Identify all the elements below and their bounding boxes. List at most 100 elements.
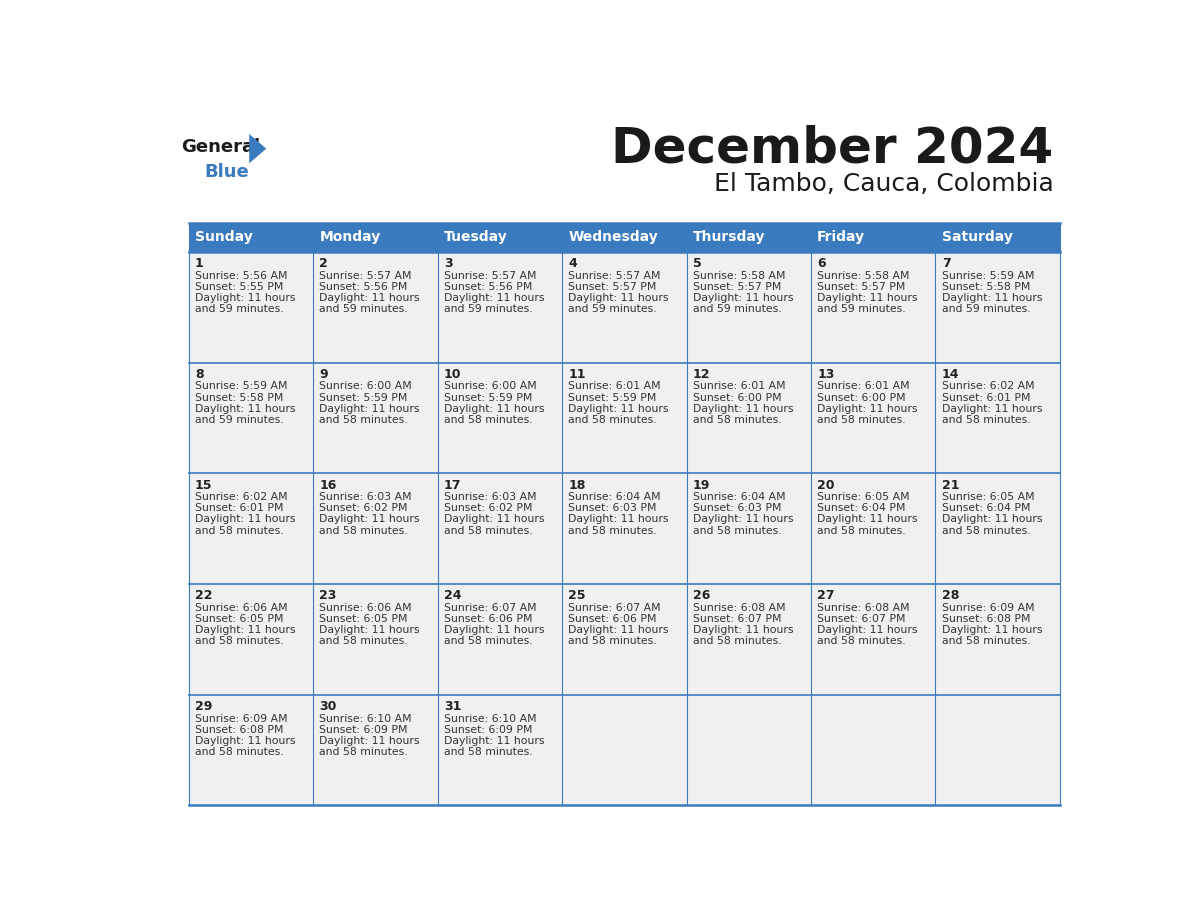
Text: 12: 12	[693, 368, 710, 381]
Text: Sunset: 6:04 PM: Sunset: 6:04 PM	[942, 503, 1030, 513]
Text: Daylight: 11 hours: Daylight: 11 hours	[568, 293, 669, 303]
Text: and 58 minutes.: and 58 minutes.	[817, 636, 906, 646]
Text: 2: 2	[320, 257, 328, 270]
Text: Sunrise: 6:03 AM: Sunrise: 6:03 AM	[444, 492, 537, 502]
Text: and 58 minutes.: and 58 minutes.	[444, 747, 532, 757]
Text: Sunset: 6:02 PM: Sunset: 6:02 PM	[444, 503, 532, 513]
Text: December 2024: December 2024	[612, 124, 1054, 172]
Text: Sunset: 6:07 PM: Sunset: 6:07 PM	[693, 614, 782, 624]
Bar	[437, 222, 562, 252]
Bar	[189, 252, 1060, 363]
Text: Sunset: 5:58 PM: Sunset: 5:58 PM	[942, 282, 1030, 292]
Text: 23: 23	[320, 589, 337, 602]
Text: and 58 minutes.: and 58 minutes.	[320, 636, 409, 646]
Text: 5: 5	[693, 257, 702, 270]
Text: 24: 24	[444, 589, 461, 602]
Text: 29: 29	[195, 700, 213, 713]
Text: Sunrise: 6:01 AM: Sunrise: 6:01 AM	[693, 382, 785, 391]
Text: Daylight: 11 hours: Daylight: 11 hours	[942, 625, 1042, 635]
Text: Sunrise: 6:10 AM: Sunrise: 6:10 AM	[444, 713, 537, 723]
Text: Daylight: 11 hours: Daylight: 11 hours	[444, 736, 544, 746]
Text: Sunrise: 6:07 AM: Sunrise: 6:07 AM	[444, 603, 537, 613]
Text: 15: 15	[195, 478, 213, 492]
Text: and 58 minutes.: and 58 minutes.	[693, 636, 782, 646]
Text: 7: 7	[942, 257, 950, 270]
Text: Daylight: 11 hours: Daylight: 11 hours	[444, 514, 544, 524]
Text: and 58 minutes.: and 58 minutes.	[568, 526, 657, 535]
Text: Sunset: 6:02 PM: Sunset: 6:02 PM	[320, 503, 407, 513]
Text: Sunset: 5:59 PM: Sunset: 5:59 PM	[444, 393, 532, 403]
Text: and 59 minutes.: and 59 minutes.	[693, 304, 782, 314]
Text: 20: 20	[817, 478, 835, 492]
Bar	[935, 222, 1060, 252]
Text: Daylight: 11 hours: Daylight: 11 hours	[693, 514, 794, 524]
Text: Sunset: 5:55 PM: Sunset: 5:55 PM	[195, 282, 284, 292]
Text: Daylight: 11 hours: Daylight: 11 hours	[568, 514, 669, 524]
Text: and 59 minutes.: and 59 minutes.	[817, 304, 906, 314]
Text: Daylight: 11 hours: Daylight: 11 hours	[195, 293, 296, 303]
Text: Daylight: 11 hours: Daylight: 11 hours	[195, 514, 296, 524]
Text: and 58 minutes.: and 58 minutes.	[444, 636, 532, 646]
Text: 10: 10	[444, 368, 461, 381]
Text: Tuesday: Tuesday	[444, 230, 507, 244]
Text: Sunset: 6:06 PM: Sunset: 6:06 PM	[444, 614, 532, 624]
Text: 11: 11	[568, 368, 586, 381]
Text: Sunrise: 6:07 AM: Sunrise: 6:07 AM	[568, 603, 661, 613]
Text: Wednesday: Wednesday	[568, 230, 658, 244]
Text: Daylight: 11 hours: Daylight: 11 hours	[320, 514, 421, 524]
Text: Sunset: 5:58 PM: Sunset: 5:58 PM	[195, 393, 284, 403]
Text: Friday: Friday	[817, 230, 865, 244]
Bar	[189, 584, 1060, 695]
Text: Daylight: 11 hours: Daylight: 11 hours	[817, 404, 918, 414]
Text: 16: 16	[320, 478, 337, 492]
Text: Sunrise: 6:09 AM: Sunrise: 6:09 AM	[942, 603, 1035, 613]
Text: Daylight: 11 hours: Daylight: 11 hours	[320, 293, 421, 303]
Text: 6: 6	[817, 257, 826, 270]
Text: 22: 22	[195, 589, 213, 602]
Text: Sunset: 6:07 PM: Sunset: 6:07 PM	[817, 614, 905, 624]
Text: and 58 minutes.: and 58 minutes.	[568, 415, 657, 425]
Text: Sunset: 6:01 PM: Sunset: 6:01 PM	[942, 393, 1030, 403]
Text: Sunset: 5:56 PM: Sunset: 5:56 PM	[320, 282, 407, 292]
Text: Daylight: 11 hours: Daylight: 11 hours	[195, 404, 296, 414]
Text: Sunset: 5:59 PM: Sunset: 5:59 PM	[320, 393, 407, 403]
Text: and 58 minutes.: and 58 minutes.	[568, 636, 657, 646]
Text: and 58 minutes.: and 58 minutes.	[320, 747, 409, 757]
Text: and 59 minutes.: and 59 minutes.	[320, 304, 409, 314]
Text: Daylight: 11 hours: Daylight: 11 hours	[444, 293, 544, 303]
Text: and 58 minutes.: and 58 minutes.	[693, 526, 782, 535]
Text: Sunset: 6:06 PM: Sunset: 6:06 PM	[568, 614, 657, 624]
Text: Sunrise: 5:56 AM: Sunrise: 5:56 AM	[195, 271, 287, 281]
Text: Sunrise: 6:10 AM: Sunrise: 6:10 AM	[320, 713, 412, 723]
Text: 1: 1	[195, 257, 204, 270]
Polygon shape	[249, 134, 266, 163]
Text: Sunset: 6:04 PM: Sunset: 6:04 PM	[817, 503, 905, 513]
Text: 30: 30	[320, 700, 337, 713]
Text: Sunrise: 6:03 AM: Sunrise: 6:03 AM	[320, 492, 412, 502]
Text: and 58 minutes.: and 58 minutes.	[942, 526, 1030, 535]
Text: Blue: Blue	[204, 162, 249, 181]
Text: Sunrise: 6:06 AM: Sunrise: 6:06 AM	[195, 603, 287, 613]
Text: Sunset: 6:00 PM: Sunset: 6:00 PM	[817, 393, 906, 403]
Text: Sunset: 6:05 PM: Sunset: 6:05 PM	[195, 614, 284, 624]
Text: Sunrise: 6:09 AM: Sunrise: 6:09 AM	[195, 713, 287, 723]
Text: and 58 minutes.: and 58 minutes.	[195, 526, 284, 535]
Text: Sunrise: 6:08 AM: Sunrise: 6:08 AM	[693, 603, 785, 613]
Text: Sunrise: 6:05 AM: Sunrise: 6:05 AM	[942, 492, 1035, 502]
Text: and 58 minutes.: and 58 minutes.	[195, 747, 284, 757]
Text: Sunset: 6:03 PM: Sunset: 6:03 PM	[568, 503, 657, 513]
Bar	[189, 222, 314, 252]
Text: Sunrise: 6:05 AM: Sunrise: 6:05 AM	[817, 492, 910, 502]
Text: Sunset: 6:05 PM: Sunset: 6:05 PM	[320, 614, 407, 624]
Text: Sunrise: 6:02 AM: Sunrise: 6:02 AM	[942, 382, 1035, 391]
Text: Sunset: 6:08 PM: Sunset: 6:08 PM	[942, 614, 1030, 624]
Text: Daylight: 11 hours: Daylight: 11 hours	[320, 404, 421, 414]
Text: Sunrise: 6:01 AM: Sunrise: 6:01 AM	[568, 382, 661, 391]
Text: 13: 13	[817, 368, 835, 381]
Text: Sunset: 6:01 PM: Sunset: 6:01 PM	[195, 503, 284, 513]
Text: Sunset: 5:56 PM: Sunset: 5:56 PM	[444, 282, 532, 292]
Text: Daylight: 11 hours: Daylight: 11 hours	[320, 625, 421, 635]
Text: 27: 27	[817, 589, 835, 602]
Text: Sunset: 5:57 PM: Sunset: 5:57 PM	[568, 282, 657, 292]
Text: Sunrise: 5:57 AM: Sunrise: 5:57 AM	[568, 271, 661, 281]
